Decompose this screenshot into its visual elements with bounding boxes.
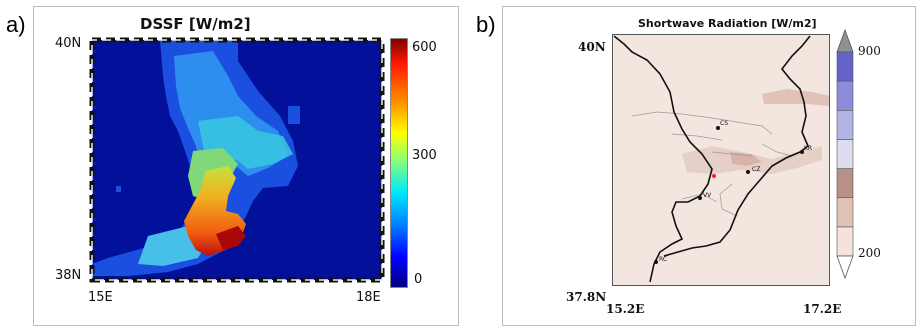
city-cs-marker [716,126,720,130]
colorbar-bottom-arrow [836,255,854,280]
dssf-island-patch [116,186,121,192]
colorbar-segment [836,51,854,82]
city-vv-label: VV [703,192,712,199]
colorbar-segment [836,197,854,228]
city-rc-marker [654,260,658,264]
city-cz-label: CZ [752,166,761,173]
city-cs-label: CS [720,120,728,127]
city-cz-marker [746,170,750,174]
panel-b-colorbar-tick-900: 900 [858,44,881,58]
panel-b-map [612,34,830,286]
dssf-offshore-patch [288,106,300,124]
panel-b-colorbar-tick-200: 200 [858,246,881,260]
panel-b-lat-bottom: 37.8N [566,290,607,304]
panel-b-colorbar [836,28,854,280]
colorbar-segment [836,226,854,257]
colorbar-top-arrow [836,28,854,53]
swr-shade-north [762,89,830,106]
colorbar-segment [836,80,854,111]
site-red-marker [712,174,716,178]
colorbar-segment [836,168,854,199]
panel-a-colorbar-tick-300: 300 [412,148,437,163]
panel-a-title: DSSF [W/m2] [140,15,251,33]
dssf-max-core [216,226,246,250]
city-vv-marker [698,196,702,200]
swr-admin-boundaries [631,111,793,217]
colorbar-segments [836,51,854,257]
panel-a-colorbar-tick-600: 600 [412,40,437,55]
swr-coastline [613,35,811,283]
panel-a-lon-right: 18E [356,290,381,305]
city-kr-label: KR [804,145,813,152]
panel-a-lat-bottom: 38N [55,268,82,283]
swr-shade-core [730,152,762,166]
colorbar-segment [836,109,854,140]
swr-frame-border [612,34,830,286]
panel-a-colorbar [390,38,408,288]
panel-b-title: Shortwave Radiation [W/m2] [638,17,817,30]
colorbar-segment [836,139,854,169]
panel-a-letter: a) [6,12,26,37]
dssf-frame-inner [91,39,383,281]
panel-b-lon-left: 15.2E [606,302,645,316]
panel-b-letter: b) [476,12,496,37]
panel-a-colorbar-tick-0: 0 [414,272,423,287]
dssf-cyan-patch [198,116,293,169]
panel-a-map [89,37,385,283]
panel-b-lon-right: 17.2E [803,302,842,316]
panel-a-lon-left: 15E [88,290,113,305]
panel-a-lat-top: 40N [55,36,82,51]
city-rc-label: RC [659,256,668,263]
panel-b-lat-top: 40N [578,40,606,54]
city-kr-marker [800,150,804,154]
